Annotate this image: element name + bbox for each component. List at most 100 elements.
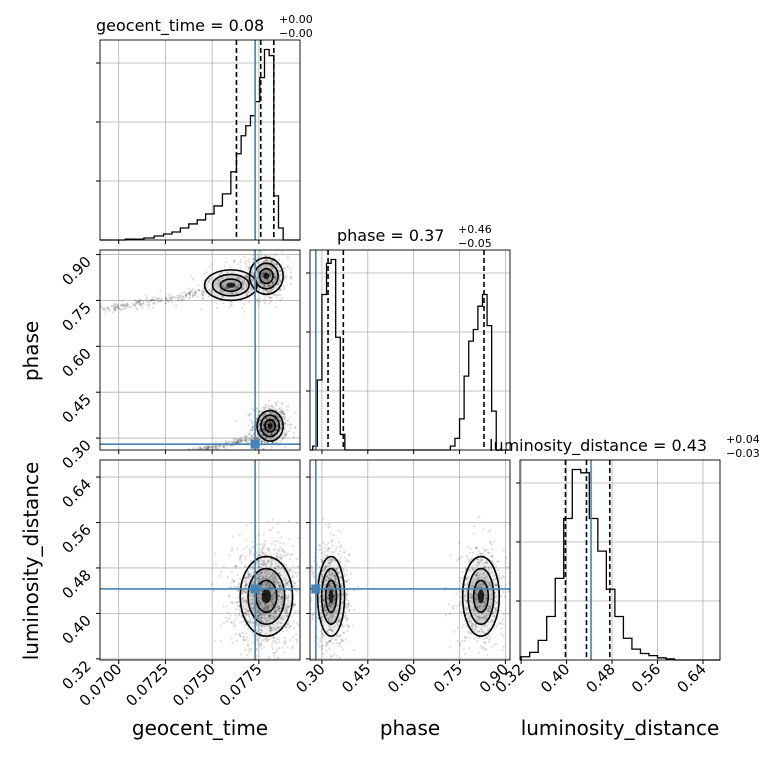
title-plus-2: +0.04	[726, 433, 760, 446]
sample-point	[259, 632, 262, 635]
sample-point	[270, 604, 273, 607]
sample-point	[347, 599, 350, 602]
sample-point	[275, 564, 278, 567]
sample-point	[278, 258, 281, 262]
sample-point	[265, 286, 268, 289]
sample-point	[124, 306, 127, 309]
sample-point	[262, 289, 265, 292]
sample-point	[201, 289, 205, 292]
sample-point	[259, 566, 262, 569]
sample-point	[323, 620, 327, 624]
sample-point	[190, 452, 192, 454]
sample-point	[275, 579, 278, 582]
sample-point	[280, 251, 283, 254]
sample-point	[482, 577, 486, 580]
sample-point	[271, 571, 274, 574]
sample-point	[200, 290, 203, 293]
sample-point	[472, 622, 475, 625]
sample-point	[257, 599, 260, 603]
sample-point	[292, 603, 295, 606]
sample-point	[345, 618, 349, 621]
sample-point	[279, 410, 282, 413]
sample-point	[335, 567, 338, 570]
sample-point	[283, 435, 286, 439]
sample-point	[324, 609, 327, 612]
sample-point	[244, 439, 248, 442]
sample-point	[289, 554, 293, 557]
sample-point	[115, 306, 118, 309]
sample-point	[344, 615, 347, 618]
sample-point	[206, 446, 210, 449]
sample-point	[275, 637, 279, 641]
sample-point	[332, 534, 336, 537]
sample-point	[206, 446, 209, 449]
sample-point	[268, 284, 271, 287]
sample-point	[265, 574, 268, 577]
sample-point	[256, 629, 259, 633]
sample-point	[496, 601, 499, 604]
sample-point	[273, 272, 276, 275]
sample-point	[262, 420, 266, 423]
sample-point	[139, 299, 142, 303]
sample-point	[459, 610, 463, 614]
sample-point	[211, 291, 214, 295]
sample-point	[266, 577, 269, 581]
sample-point	[116, 304, 119, 307]
sample-point	[185, 453, 187, 455]
hist-bar	[581, 473, 590, 660]
sample-point	[279, 610, 282, 613]
sample-point	[295, 640, 299, 643]
sample-point	[471, 568, 474, 572]
sample-point	[240, 436, 243, 439]
sample-point	[329, 605, 333, 609]
sample-point	[266, 421, 270, 424]
sample-point	[262, 447, 265, 450]
sample-point	[327, 641, 330, 644]
sample-point	[476, 605, 479, 608]
sample-point	[209, 446, 212, 449]
sample-point	[272, 578, 276, 581]
sample-point	[340, 645, 343, 648]
sample-point	[232, 438, 235, 441]
sample-point	[273, 600, 276, 603]
sample-point	[270, 260, 273, 264]
sample-point	[276, 282, 280, 285]
sample-point	[267, 608, 270, 611]
sample-point	[277, 577, 280, 581]
sample-point	[237, 441, 240, 444]
sample-point	[260, 251, 263, 254]
sample-point	[216, 294, 219, 298]
sample-point	[323, 607, 327, 610]
sample-point	[269, 412, 272, 415]
sample-point	[227, 611, 230, 615]
sample-point	[273, 580, 276, 583]
sample-point	[271, 283, 274, 286]
sample-point	[216, 279, 219, 282]
sample-point	[340, 602, 343, 605]
sample-point	[257, 271, 260, 275]
sample-point	[242, 303, 246, 306]
sample-point	[244, 614, 248, 617]
sample-point	[250, 412, 253, 416]
sample-point	[248, 575, 251, 578]
sample-point	[256, 407, 259, 410]
sample-point	[238, 439, 241, 442]
sample-point	[336, 568, 339, 571]
sample-point	[330, 573, 334, 576]
sample-point	[277, 279, 281, 282]
sample-point	[267, 560, 270, 563]
sample-point	[492, 578, 495, 581]
sample-point	[217, 444, 220, 447]
sample-point	[271, 281, 274, 284]
sample-point	[325, 614, 328, 617]
sample-point	[270, 629, 273, 633]
sample-point	[207, 448, 210, 450]
sample-point	[270, 598, 273, 601]
sample-point	[191, 278, 195, 281]
sample-point	[271, 518, 274, 521]
sample-point	[156, 300, 160, 303]
sample-point	[238, 634, 242, 637]
sample-point	[233, 259, 236, 262]
sample-point	[480, 624, 483, 627]
sample-point	[269, 274, 272, 277]
